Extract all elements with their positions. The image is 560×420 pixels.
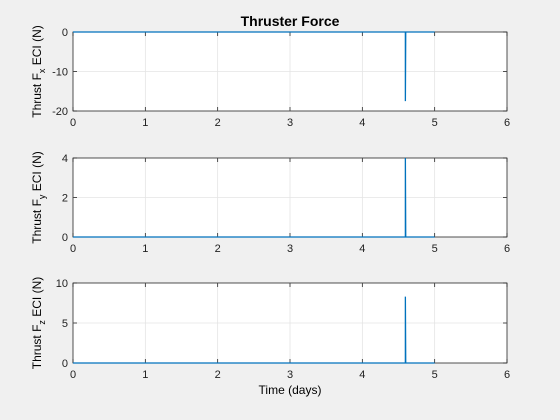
chart-title: Thruster Force: [241, 13, 340, 29]
x-axis-label: Time (days): [259, 383, 322, 397]
series-line-y: [73, 157, 435, 238]
x-tick-label: 2: [215, 369, 221, 381]
y-tick-label: 4: [62, 153, 68, 165]
x-tick-label: 6: [504, 369, 510, 381]
x-tick-label: 6: [504, 117, 510, 129]
x-tick-label: 0: [70, 243, 76, 255]
y-label-unit: ECI (N): [30, 277, 44, 320]
y-axis-label: Thrust Fz ECI (N): [30, 277, 47, 370]
subplot-x: 0 1 2 3 4 5 6 -20 -10 0 Thrust Fx ECI (N): [30, 25, 510, 129]
y-label-subscript: z: [37, 320, 47, 325]
x-tick-label: 5: [432, 243, 438, 255]
x-tick-label: 0: [70, 117, 76, 129]
series-line-z: [73, 296, 435, 364]
y-label-text: Thrust F: [30, 325, 44, 370]
x-tick-label: 3: [287, 117, 293, 129]
x-tick-label: 3: [287, 243, 293, 255]
subplot-y: 0 1 2 3 4 5 6 0 2 4 Thrust Fy ECI (N): [30, 151, 510, 255]
y-tick-label: -10: [52, 67, 68, 79]
x-tick-label: 0: [70, 369, 76, 381]
x-tick-label: 3: [287, 369, 293, 381]
y-axis-label: Thrust Fx ECI (N): [30, 25, 47, 118]
x-tick-label: 1: [142, 369, 148, 381]
series-line-x: [73, 31, 435, 102]
x-tick-label: 4: [359, 369, 365, 381]
x-tick-label: 4: [359, 243, 365, 255]
y-label-text: Thrust F: [30, 73, 44, 118]
x-tick-label: 6: [504, 243, 510, 255]
x-tick-label: 1: [142, 117, 148, 129]
y-label-unit: ECI (N): [30, 25, 44, 68]
y-tick-label: 0: [62, 358, 68, 370]
subplot-z: 0 1 2 3 4 5 6 0 5 10 Thrust Fz ECI (N): [30, 277, 510, 381]
x-tick-label: 5: [432, 369, 438, 381]
y-tick-label: 5: [62, 318, 68, 330]
y-tick-label: -20: [52, 106, 68, 118]
y-axis-label: Thrust Fy ECI (N): [30, 151, 47, 244]
y-tick-label: 2: [62, 193, 68, 205]
y-label-unit: ECI (N): [30, 151, 44, 194]
y-label-subscript: y: [37, 194, 47, 199]
y-tick-label: 0: [62, 27, 68, 39]
y-label-text: Thrust F: [30, 199, 44, 244]
y-label-subscript: x: [37, 68, 47, 73]
y-tick-label: 10: [56, 278, 68, 290]
x-tick-label: 5: [432, 117, 438, 129]
y-tick-label: 0: [62, 232, 68, 244]
x-tick-label: 4: [359, 117, 365, 129]
x-tick-label: 1: [142, 243, 148, 255]
x-tick-label: 2: [215, 117, 221, 129]
x-tick-label: 2: [215, 243, 221, 255]
